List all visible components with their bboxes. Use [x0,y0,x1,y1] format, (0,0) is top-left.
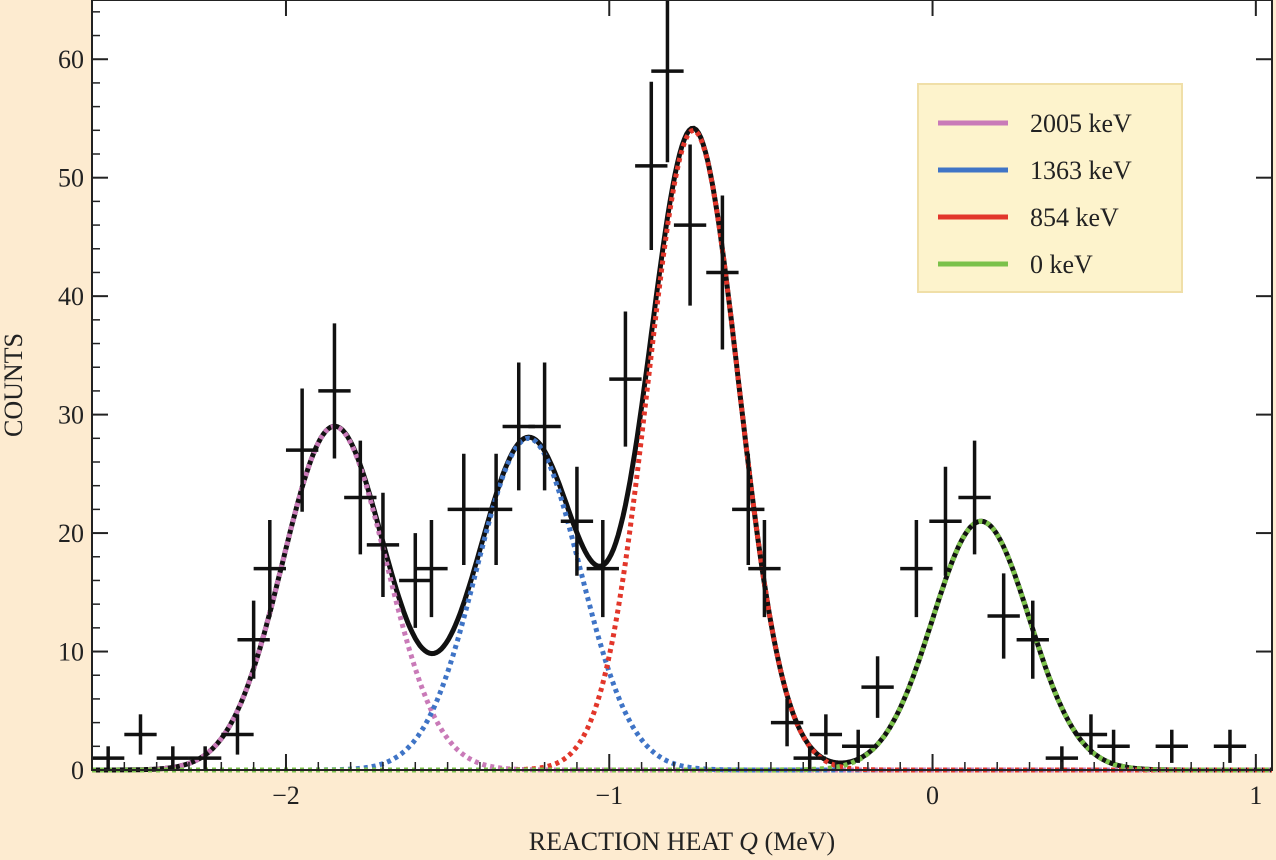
data-point [770,698,804,747]
legend-entry: 2005 keV [938,109,1132,138]
data-point [861,656,894,718]
y-tick-label: 50 [58,164,84,193]
data-point [188,746,222,770]
data-point [399,533,432,628]
x-tick-label: −1 [595,781,623,810]
data-point [415,520,448,618]
component-line-1 [92,435,1272,773]
data-point [528,362,561,491]
x-tick-label: 0 [926,781,939,810]
data-point [635,81,668,250]
data-point [1016,600,1049,679]
data-point [237,600,270,679]
data-points [92,0,1247,770]
legend-label: 0 keV [1030,250,1093,279]
data-point [609,311,642,447]
plot-frame [91,0,1273,771]
data-point [793,746,826,770]
data-point [987,573,1020,659]
data-point [447,453,480,566]
data-point [732,453,765,566]
legend-label: 1363 keV [1030,156,1132,185]
x-tick-label: −2 [272,781,300,810]
data-point [809,714,843,755]
legend-label: 854 keV [1030,203,1119,232]
data-point [560,466,594,576]
data-point [929,466,962,576]
data-point [92,746,125,770]
y-tick-label: 60 [58,45,84,74]
data-point [1213,729,1247,763]
data-point [673,144,707,306]
data-point [344,440,377,555]
data-point [285,388,319,512]
data-point [221,714,254,755]
legend-box [917,83,1183,293]
data-point [706,195,739,350]
data-point [1074,714,1108,755]
y-tick-label: 30 [58,401,84,430]
legend-label: 2005 keV [1030,109,1132,138]
legend-entry: 854 keV [938,203,1119,232]
data-point [479,453,513,566]
data-point [156,746,189,770]
data-point [124,714,157,755]
y-tick-label: 40 [58,282,84,311]
y-axis-title: COUNTS [0,333,28,437]
data-point [366,492,400,598]
y-tick-label: 0 [71,756,84,785]
legend-entry: 1363 keV [938,156,1132,185]
legend: 2005 keV 1363 keV 854 keV 0 keV [917,83,1183,293]
data-point [958,440,991,555]
y-tick-label: 20 [58,519,84,548]
legend-entry: 0 keV [938,250,1093,279]
data-point [900,520,933,618]
data-point [748,520,781,618]
data-point [1155,729,1188,763]
x-tick-label: 1 [1249,781,1262,810]
data-point [1097,729,1130,763]
data-point [586,520,619,618]
data-point [253,520,286,618]
data-point [842,729,875,763]
y-tick-label: 10 [58,638,84,667]
data-point [318,323,351,459]
x-axis-title: REACTION HEAT Q (MeV) [529,827,835,856]
data-point [651,0,684,163]
